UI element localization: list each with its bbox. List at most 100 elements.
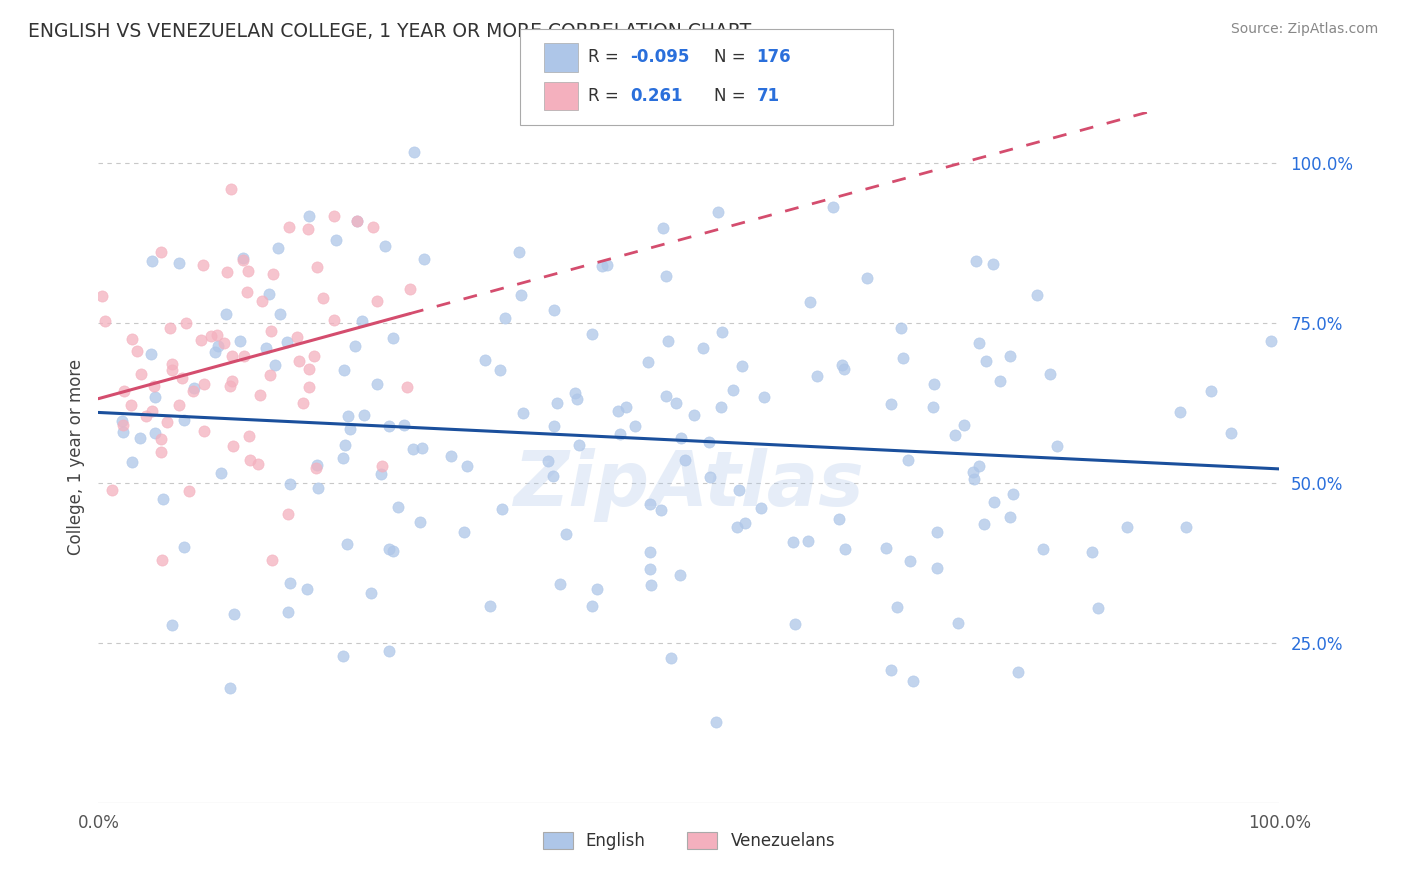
- Point: [831, 358, 853, 372]
- Point: [624, 419, 647, 434]
- Point: [922, 377, 945, 392]
- Point: [568, 438, 591, 452]
- Point: [392, 418, 415, 433]
- Point: [361, 219, 384, 234]
- Point: [494, 311, 516, 326]
- Point: [297, 582, 319, 596]
- Point: [135, 409, 157, 424]
- Point: [550, 577, 572, 591]
- Text: ENGLISH VS VENEZUELAN COLLEGE, 1 YEAR OR MORE CORRELATION CHART: ENGLISH VS VENEZUELAN COLLEGE, 1 YEAR OR…: [28, 22, 751, 41]
- Point: [927, 525, 949, 540]
- Point: [1116, 520, 1139, 534]
- Point: [728, 483, 751, 497]
- Point: [221, 374, 243, 388]
- Point: [353, 408, 375, 422]
- Point: [1220, 425, 1243, 440]
- Point: [673, 453, 696, 467]
- Point: [183, 381, 205, 395]
- Point: [1260, 334, 1282, 349]
- Point: [173, 413, 195, 427]
- Point: [555, 527, 578, 541]
- Point: [614, 400, 637, 414]
- Point: [269, 307, 291, 321]
- Point: [177, 483, 200, 498]
- Point: [828, 512, 851, 526]
- Point: [277, 606, 299, 620]
- Point: [377, 644, 399, 658]
- Point: [228, 334, 250, 348]
- Point: [191, 259, 214, 273]
- Point: [259, 286, 281, 301]
- Point: [212, 335, 235, 350]
- Point: [141, 254, 163, 268]
- Text: R =: R =: [588, 87, 624, 105]
- Point: [640, 497, 662, 511]
- Point: [193, 376, 215, 391]
- Point: [943, 428, 966, 442]
- Point: [262, 267, 284, 281]
- Point: [725, 520, 748, 534]
- Point: [953, 417, 976, 432]
- Point: [596, 258, 619, 272]
- Point: [925, 561, 948, 575]
- Point: [543, 418, 565, 433]
- Point: [167, 256, 190, 270]
- Text: -0.095: -0.095: [630, 48, 689, 67]
- Point: [983, 495, 1005, 509]
- Point: [1026, 288, 1049, 302]
- Text: 0.261: 0.261: [630, 87, 682, 105]
- Point: [150, 433, 173, 447]
- Point: [734, 516, 756, 530]
- Point: [609, 427, 631, 442]
- Point: [699, 470, 721, 484]
- Point: [346, 214, 368, 228]
- Point: [637, 355, 659, 369]
- Point: [692, 341, 714, 355]
- Point: [973, 516, 995, 531]
- Point: [707, 204, 730, 219]
- Point: [332, 363, 354, 377]
- Point: [387, 500, 409, 514]
- Point: [262, 552, 284, 566]
- Point: [307, 481, 329, 495]
- Point: [990, 374, 1012, 388]
- Point: [219, 379, 242, 393]
- Point: [346, 213, 368, 227]
- Point: [856, 271, 879, 285]
- Point: [129, 367, 152, 381]
- Point: [156, 415, 179, 429]
- Point: [325, 234, 347, 248]
- Point: [655, 389, 678, 403]
- Point: [879, 663, 901, 677]
- Point: [370, 467, 392, 481]
- Point: [655, 269, 678, 284]
- Point: [1175, 520, 1198, 534]
- Point: [508, 245, 530, 260]
- Point: [581, 327, 603, 342]
- Point: [305, 461, 328, 475]
- Point: [366, 294, 388, 309]
- Point: [1039, 368, 1062, 382]
- Point: [224, 607, 246, 621]
- Point: [232, 251, 254, 265]
- Text: R =: R =: [588, 48, 624, 67]
- Point: [288, 353, 311, 368]
- Point: [543, 303, 565, 318]
- Point: [402, 442, 425, 457]
- Point: [267, 241, 290, 255]
- Point: [962, 465, 984, 479]
- Point: [121, 455, 143, 469]
- Point: [782, 534, 804, 549]
- Point: [160, 357, 183, 371]
- Point: [378, 419, 401, 434]
- Point: [974, 354, 997, 368]
- Point: [343, 339, 366, 353]
- Point: [541, 468, 564, 483]
- Point: [823, 200, 845, 214]
- Point: [200, 328, 222, 343]
- Point: [711, 325, 734, 339]
- Point: [409, 515, 432, 529]
- Point: [141, 404, 163, 418]
- Point: [332, 451, 354, 466]
- Point: [832, 362, 855, 376]
